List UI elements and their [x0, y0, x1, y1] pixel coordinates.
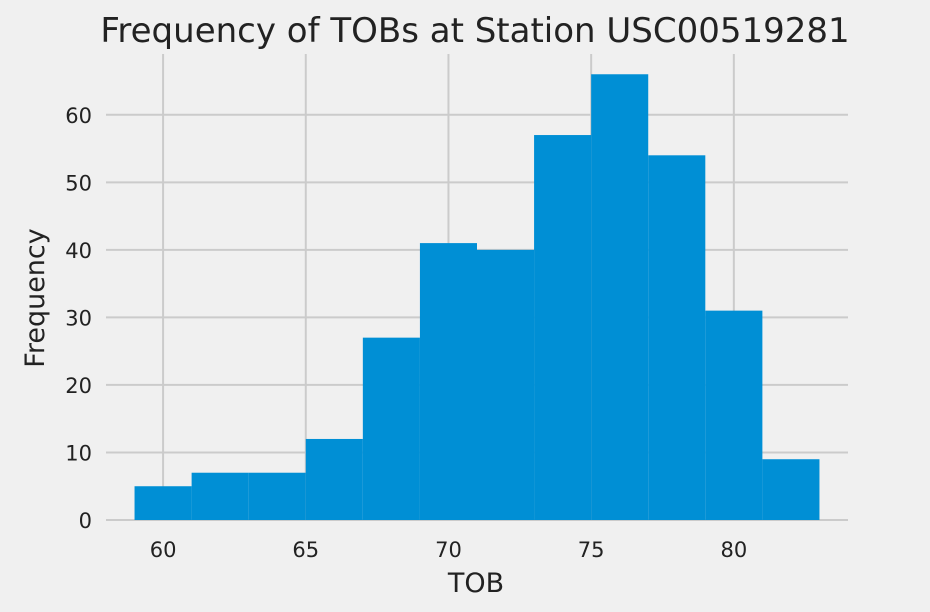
y-tick-label: 30 — [65, 306, 92, 330]
histogram-bar — [477, 249, 535, 520]
x-tick-label: 80 — [720, 538, 747, 562]
x-tick-label: 65 — [292, 538, 319, 562]
y-tick-label: 20 — [65, 374, 92, 398]
tick-labels: 60 65 70 75 80 0 10 20 30 40 50 60 — [65, 104, 747, 562]
histogram-bar — [534, 135, 592, 521]
histogram-bar — [762, 459, 820, 520]
x-tick-label: 70 — [435, 538, 462, 562]
histogram-bars — [134, 74, 820, 521]
x-tick-label: 60 — [150, 538, 177, 562]
y-axis-label: Frequency — [20, 228, 51, 368]
histogram-bar — [705, 310, 763, 520]
histogram-bar — [591, 74, 649, 521]
histogram-bar — [248, 472, 306, 520]
histogram-bar — [648, 155, 706, 520]
histogram-bar — [191, 472, 249, 520]
y-tick-label: 40 — [65, 239, 92, 263]
x-axis-label: TOB — [447, 568, 504, 599]
histogram-bar — [134, 486, 192, 520]
y-tick-label: 10 — [65, 441, 92, 465]
histogram-bar — [419, 243, 477, 521]
chart-title: Frequency of TOBs at Station USC00519281 — [100, 11, 849, 51]
histogram-bar — [305, 438, 363, 520]
y-tick-label: 50 — [65, 171, 92, 195]
x-tick-label: 75 — [578, 538, 605, 562]
y-tick-label: 0 — [79, 509, 92, 533]
y-tick-label: 60 — [65, 104, 92, 128]
histogram-bar — [362, 337, 420, 520]
